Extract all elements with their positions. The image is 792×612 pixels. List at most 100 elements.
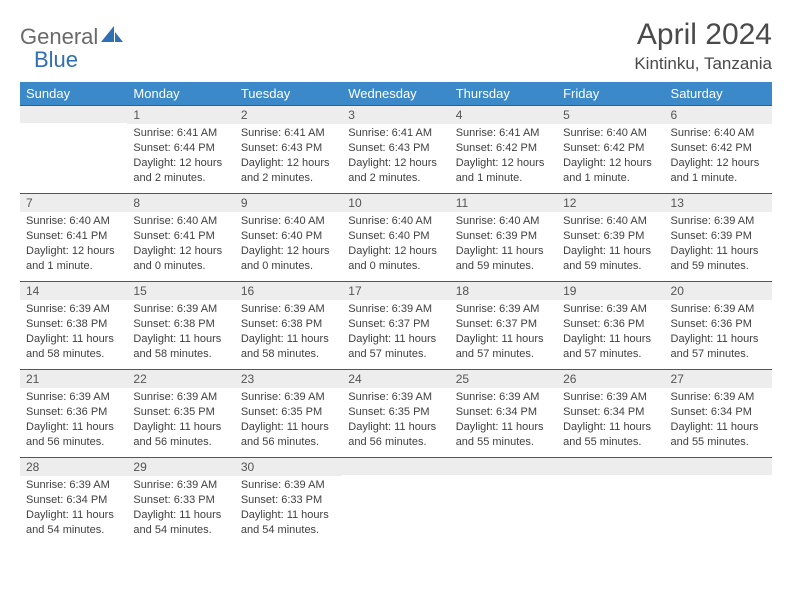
- day-number: 2: [235, 105, 342, 124]
- calendar-head: SundayMondayTuesdayWednesdayThursdayFrid…: [20, 82, 772, 105]
- logo-sail-icon: [101, 26, 123, 49]
- day-number: 29: [127, 457, 234, 476]
- month-title: April 2024: [634, 18, 772, 52]
- calendar-empty-cell: [450, 457, 557, 545]
- calendar-day-cell: 23Sunrise: 6:39 AMSunset: 6:35 PMDayligh…: [235, 369, 342, 457]
- day-number: 7: [20, 193, 127, 212]
- calendar-day-cell: 3Sunrise: 6:41 AMSunset: 6:43 PMDaylight…: [342, 105, 449, 193]
- calendar-day-cell: 8Sunrise: 6:40 AMSunset: 6:41 PMDaylight…: [127, 193, 234, 281]
- day-details: Sunrise: 6:40 AMSunset: 6:42 PMDaylight:…: [665, 124, 772, 189]
- day-details: Sunrise: 6:39 AMSunset: 6:37 PMDaylight:…: [450, 300, 557, 365]
- calendar-week-row: 14Sunrise: 6:39 AMSunset: 6:38 PMDayligh…: [20, 281, 772, 369]
- day-details: Sunrise: 6:40 AMSunset: 6:41 PMDaylight:…: [20, 212, 127, 277]
- calendar-week-row: 7Sunrise: 6:40 AMSunset: 6:41 PMDaylight…: [20, 193, 772, 281]
- calendar-day-cell: 28Sunrise: 6:39 AMSunset: 6:34 PMDayligh…: [20, 457, 127, 545]
- calendar-day-cell: 5Sunrise: 6:40 AMSunset: 6:42 PMDaylight…: [557, 105, 664, 193]
- day-details: Sunrise: 6:39 AMSunset: 6:35 PMDaylight:…: [127, 388, 234, 453]
- calendar-day-cell: 26Sunrise: 6:39 AMSunset: 6:34 PMDayligh…: [557, 369, 664, 457]
- day-number: 22: [127, 369, 234, 388]
- day-number: [665, 457, 772, 475]
- day-details: Sunrise: 6:40 AMSunset: 6:41 PMDaylight:…: [127, 212, 234, 277]
- weekday-header: Thursday: [450, 82, 557, 105]
- day-number: 10: [342, 193, 449, 212]
- day-number: 17: [342, 281, 449, 300]
- calendar-table: SundayMondayTuesdayWednesdayThursdayFrid…: [20, 82, 772, 545]
- calendar-day-cell: 13Sunrise: 6:39 AMSunset: 6:39 PMDayligh…: [665, 193, 772, 281]
- calendar-day-cell: 11Sunrise: 6:40 AMSunset: 6:39 PMDayligh…: [450, 193, 557, 281]
- day-details: Sunrise: 6:39 AMSunset: 6:33 PMDaylight:…: [235, 476, 342, 541]
- weekday-header: Sunday: [20, 82, 127, 105]
- calendar-day-cell: 22Sunrise: 6:39 AMSunset: 6:35 PMDayligh…: [127, 369, 234, 457]
- day-details: Sunrise: 6:40 AMSunset: 6:40 PMDaylight:…: [342, 212, 449, 277]
- day-details: Sunrise: 6:40 AMSunset: 6:39 PMDaylight:…: [557, 212, 664, 277]
- day-details: Sunrise: 6:39 AMSunset: 6:38 PMDaylight:…: [20, 300, 127, 365]
- day-number: 12: [557, 193, 664, 212]
- day-details: Sunrise: 6:39 AMSunset: 6:35 PMDaylight:…: [342, 388, 449, 453]
- day-details: Sunrise: 6:39 AMSunset: 6:34 PMDaylight:…: [557, 388, 664, 453]
- calendar-day-cell: 9Sunrise: 6:40 AMSunset: 6:40 PMDaylight…: [235, 193, 342, 281]
- calendar-week-row: 21Sunrise: 6:39 AMSunset: 6:36 PMDayligh…: [20, 369, 772, 457]
- day-details: Sunrise: 6:39 AMSunset: 6:38 PMDaylight:…: [235, 300, 342, 365]
- weekday-header: Wednesday: [342, 82, 449, 105]
- day-details: Sunrise: 6:39 AMSunset: 6:34 PMDaylight:…: [20, 476, 127, 541]
- calendar-day-cell: 19Sunrise: 6:39 AMSunset: 6:36 PMDayligh…: [557, 281, 664, 369]
- calendar-day-cell: 18Sunrise: 6:39 AMSunset: 6:37 PMDayligh…: [450, 281, 557, 369]
- day-details: Sunrise: 6:40 AMSunset: 6:42 PMDaylight:…: [557, 124, 664, 189]
- day-number: 26: [557, 369, 664, 388]
- calendar-empty-cell: [665, 457, 772, 545]
- logo-text-blue: Blue: [34, 47, 78, 73]
- day-number: 3: [342, 105, 449, 124]
- calendar-week-row: 1Sunrise: 6:41 AMSunset: 6:44 PMDaylight…: [20, 105, 772, 193]
- day-number: 16: [235, 281, 342, 300]
- day-number: [557, 457, 664, 475]
- day-details: Sunrise: 6:41 AMSunset: 6:44 PMDaylight:…: [127, 124, 234, 189]
- day-details: Sunrise: 6:39 AMSunset: 6:36 PMDaylight:…: [557, 300, 664, 365]
- day-number: 25: [450, 369, 557, 388]
- day-number: 20: [665, 281, 772, 300]
- day-details: Sunrise: 6:39 AMSunset: 6:34 PMDaylight:…: [665, 388, 772, 453]
- day-details: Sunrise: 6:40 AMSunset: 6:40 PMDaylight:…: [235, 212, 342, 277]
- day-number: 5: [557, 105, 664, 124]
- day-number: 6: [665, 105, 772, 124]
- day-number: 8: [127, 193, 234, 212]
- day-number: 1: [127, 105, 234, 124]
- day-number: [450, 457, 557, 475]
- calendar-day-cell: 4Sunrise: 6:41 AMSunset: 6:42 PMDaylight…: [450, 105, 557, 193]
- logo: General: [20, 18, 126, 50]
- day-details: Sunrise: 6:39 AMSunset: 6:33 PMDaylight:…: [127, 476, 234, 541]
- day-number: 18: [450, 281, 557, 300]
- day-number: [342, 457, 449, 475]
- day-details: Sunrise: 6:39 AMSunset: 6:36 PMDaylight:…: [665, 300, 772, 365]
- day-details: Sunrise: 6:39 AMSunset: 6:39 PMDaylight:…: [665, 212, 772, 277]
- day-details: Sunrise: 6:41 AMSunset: 6:42 PMDaylight:…: [450, 124, 557, 189]
- calendar-day-cell: 17Sunrise: 6:39 AMSunset: 6:37 PMDayligh…: [342, 281, 449, 369]
- calendar-day-cell: 7Sunrise: 6:40 AMSunset: 6:41 PMDaylight…: [20, 193, 127, 281]
- calendar-day-cell: 14Sunrise: 6:39 AMSunset: 6:38 PMDayligh…: [20, 281, 127, 369]
- day-details: Sunrise: 6:39 AMSunset: 6:35 PMDaylight:…: [235, 388, 342, 453]
- title-block: April 2024 Kintinku, Tanzania: [634, 18, 772, 74]
- day-details: Sunrise: 6:41 AMSunset: 6:43 PMDaylight:…: [342, 124, 449, 189]
- day-details: Sunrise: 6:39 AMSunset: 6:38 PMDaylight:…: [127, 300, 234, 365]
- day-number: 27: [665, 369, 772, 388]
- calendar-day-cell: 1Sunrise: 6:41 AMSunset: 6:44 PMDaylight…: [127, 105, 234, 193]
- weekday-header: Saturday: [665, 82, 772, 105]
- header: General April 2024 Kintinku, Tanzania: [20, 18, 772, 74]
- day-number: 28: [20, 457, 127, 476]
- calendar-day-cell: 6Sunrise: 6:40 AMSunset: 6:42 PMDaylight…: [665, 105, 772, 193]
- weekday-header: Monday: [127, 82, 234, 105]
- weekday-header: Friday: [557, 82, 664, 105]
- day-number: 24: [342, 369, 449, 388]
- calendar-day-cell: 27Sunrise: 6:39 AMSunset: 6:34 PMDayligh…: [665, 369, 772, 457]
- calendar-day-cell: 2Sunrise: 6:41 AMSunset: 6:43 PMDaylight…: [235, 105, 342, 193]
- calendar-day-cell: 29Sunrise: 6:39 AMSunset: 6:33 PMDayligh…: [127, 457, 234, 545]
- calendar-day-cell: 20Sunrise: 6:39 AMSunset: 6:36 PMDayligh…: [665, 281, 772, 369]
- calendar-day-cell: 21Sunrise: 6:39 AMSunset: 6:36 PMDayligh…: [20, 369, 127, 457]
- calendar-day-cell: 16Sunrise: 6:39 AMSunset: 6:38 PMDayligh…: [235, 281, 342, 369]
- day-number: 19: [557, 281, 664, 300]
- calendar-empty-cell: [342, 457, 449, 545]
- calendar-day-cell: 12Sunrise: 6:40 AMSunset: 6:39 PMDayligh…: [557, 193, 664, 281]
- calendar-day-cell: 10Sunrise: 6:40 AMSunset: 6:40 PMDayligh…: [342, 193, 449, 281]
- day-number: 30: [235, 457, 342, 476]
- day-details: Sunrise: 6:39 AMSunset: 6:37 PMDaylight:…: [342, 300, 449, 365]
- day-number: 15: [127, 281, 234, 300]
